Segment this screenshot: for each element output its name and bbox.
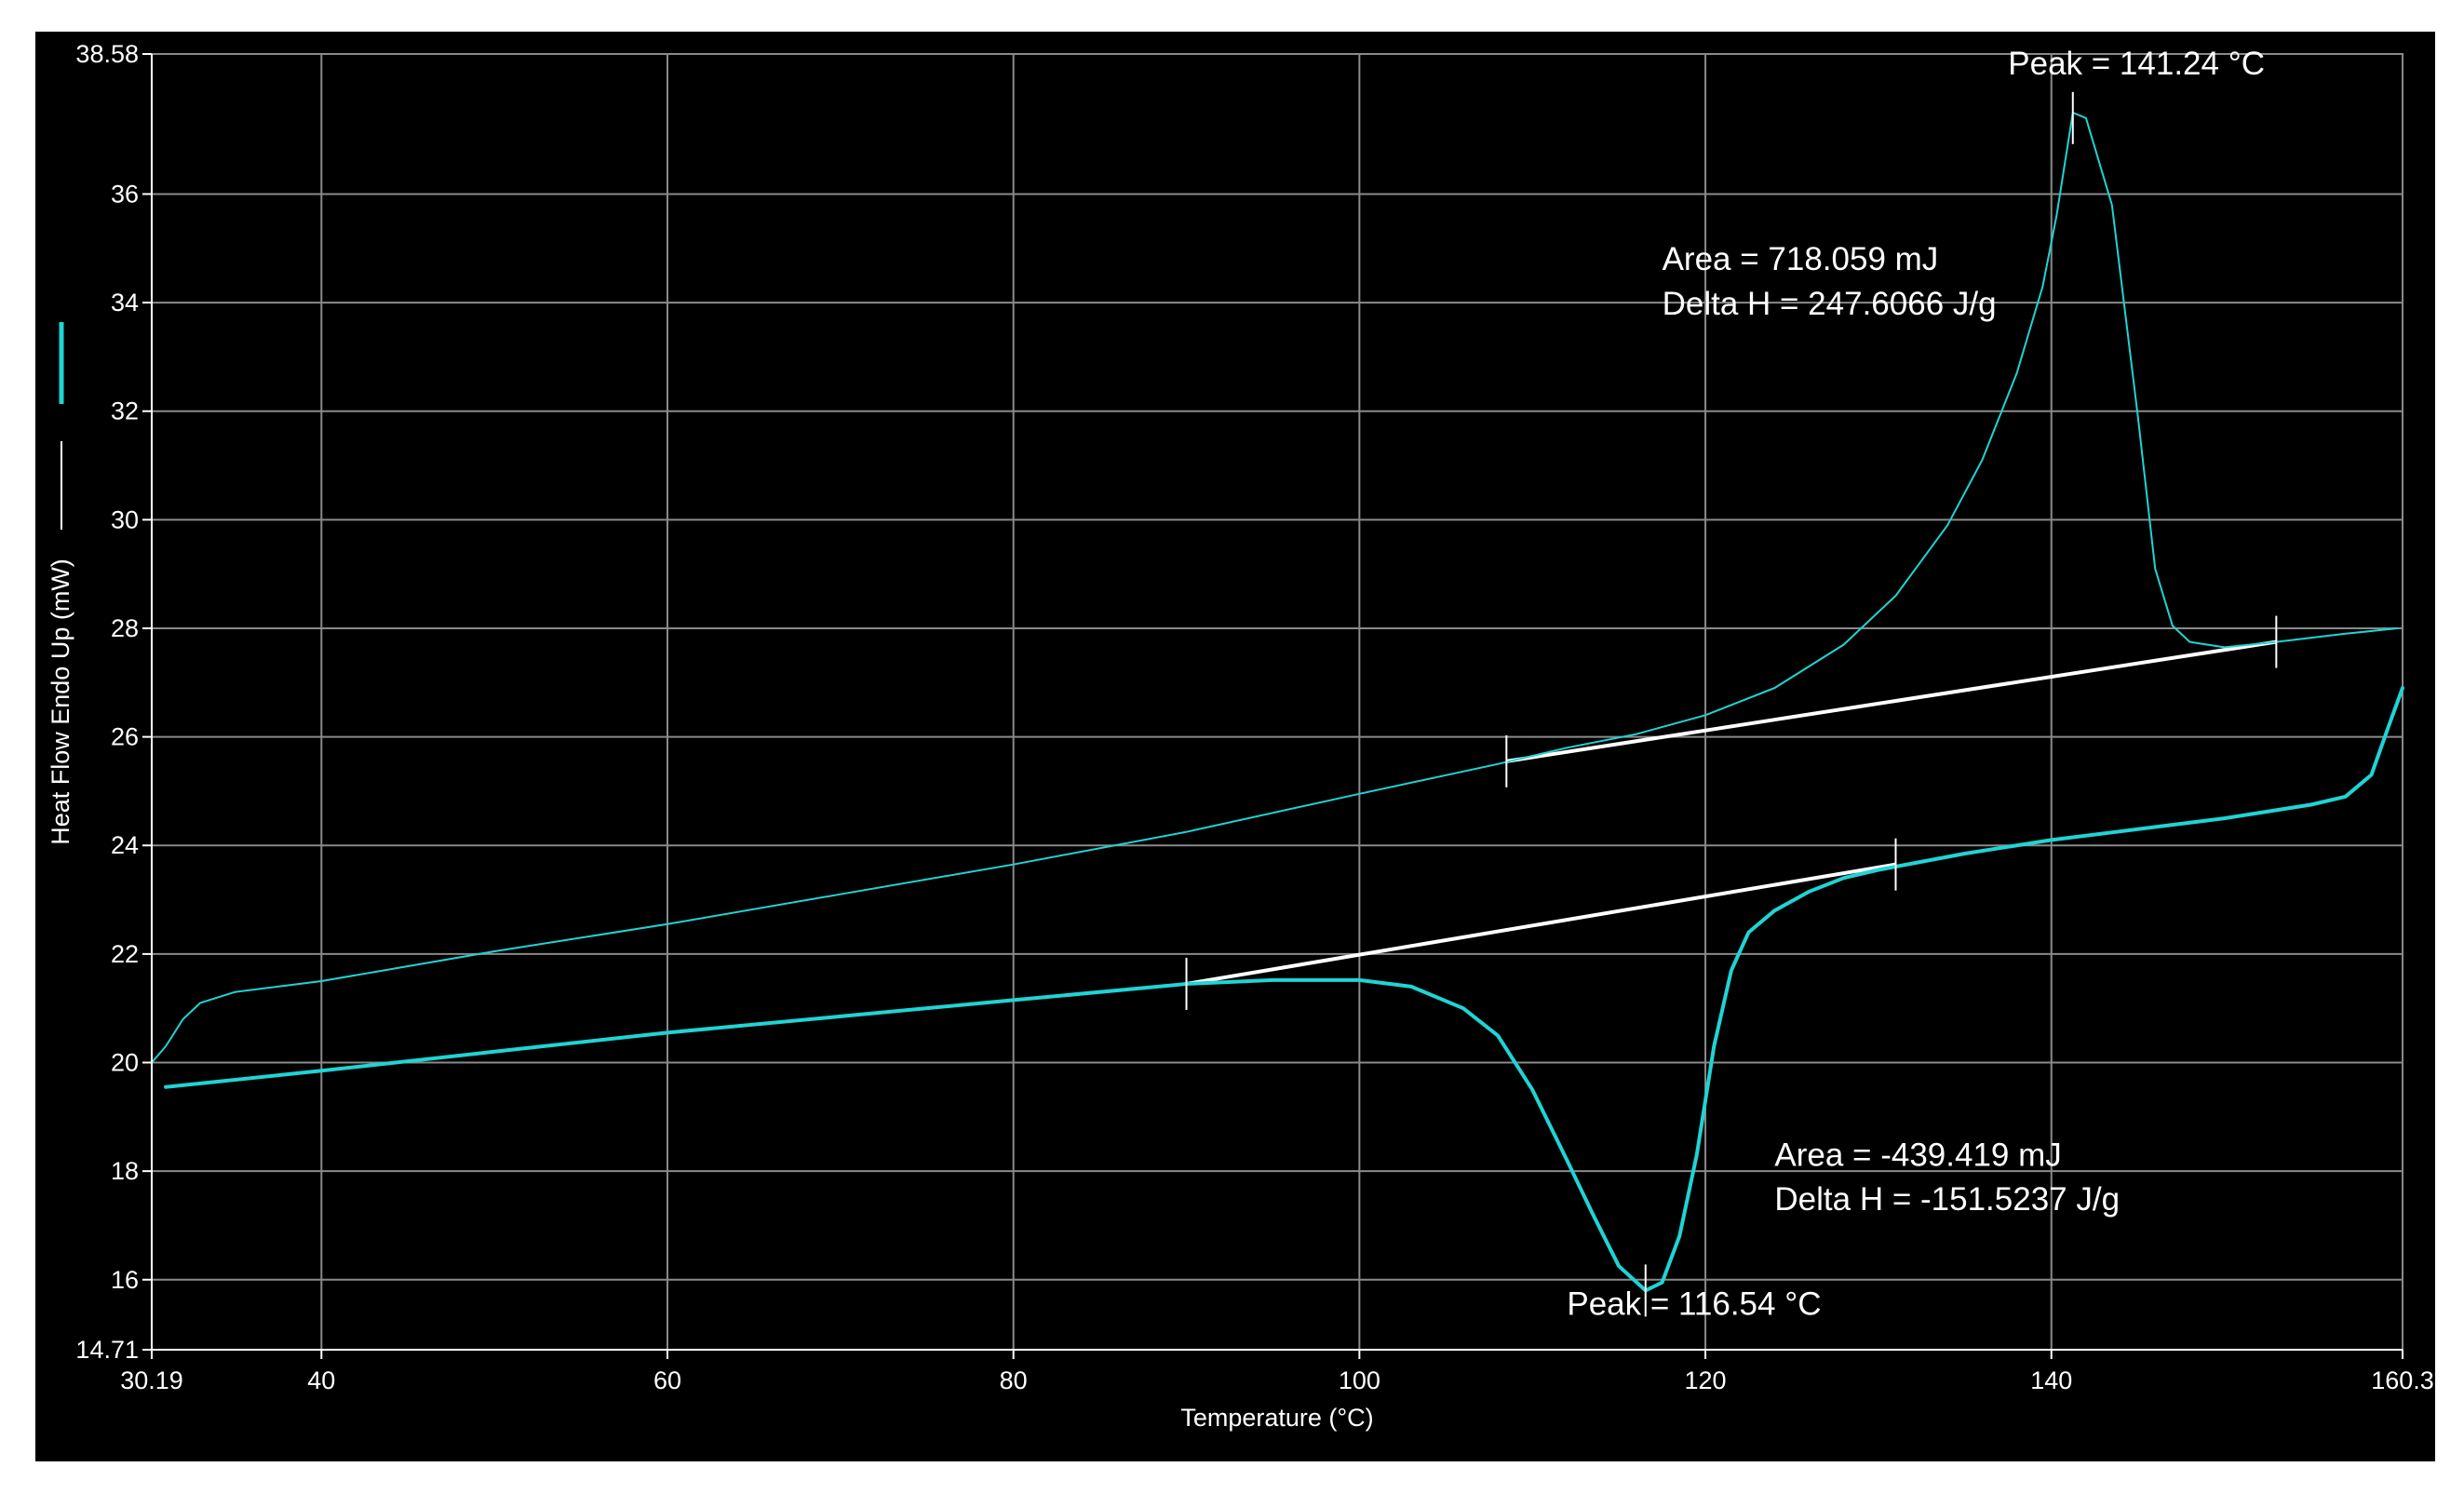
y-tick-label: 20 [111,1049,139,1077]
y-axis-title: Heat Flow Endo Up (mW) [47,559,74,845]
series-line-cooling [164,686,2404,1293]
x-axis-title: Temperature (°C) [1180,1404,1373,1432]
annotation-label: Area = -439.419 mJ [1774,1137,2061,1173]
x-tick-label: 60 [653,1366,681,1394]
y-tick-label: 30 [111,505,139,533]
axes: 14.71 16 18 20 22 24 26 28 30 32 34 36 38.58 30.19 40 6… [75,40,2433,1394]
series-line-heating [151,112,2399,1064]
x-tick-label: 140 [2030,1366,2072,1394]
x-tick-label: 160.3 [2371,1366,2434,1394]
annotation-label: Delta H = -151.5237 J/g [1774,1181,2120,1218]
y-tick-label: 34 [111,289,139,316]
y-tick-label: 18 [111,1157,139,1185]
x-tick-label: 30.19 [120,1366,183,1394]
y-tick-label: 28 [111,614,139,642]
baseline-line [1506,639,2277,763]
annotation-label: Delta H = 247.6066 J/g [1663,286,1997,322]
x-tick-label: 100 [1339,1366,1380,1394]
y-tick-label: 24 [111,831,139,859]
y-tick-label: 22 [111,940,139,968]
x-tick-label: 120 [1685,1366,1727,1394]
x-tick-label: 80 [1000,1366,1028,1394]
dsc-chart: 14.71 16 18 20 22 24 26 28 30 32 34 36 38.58 30.19 40 6… [47,40,2434,1432]
baseline-line [1186,862,1896,986]
chart-frame: 14.71 16 18 20 22 24 26 28 30 32 34 36 38.58 30.19 40 6… [35,32,2435,1461]
y-tick-label: 14.71 [75,1336,139,1364]
annotation-label: Peak = 141.24 °C [2008,46,2265,82]
y-tick-label: 32 [111,397,139,425]
x-tick-label: 40 [307,1366,335,1394]
annotation-label: Area = 718.059 mJ [1663,241,1939,277]
plot-border [151,53,2403,1351]
grid [151,53,2403,1351]
y-tick-label: 36 [111,180,139,208]
y-tick-label: 16 [111,1266,139,1294]
y-tick-label: 38.58 [75,40,139,68]
series-layer [151,91,2404,1317]
annotations: Peak = 141.24 °C Area = 718.059 mJ Delta H… [1567,46,2265,1323]
annotation-label: Peak = 116.54 °C [1567,1286,1821,1323]
y-tick-label: 26 [111,723,139,751]
